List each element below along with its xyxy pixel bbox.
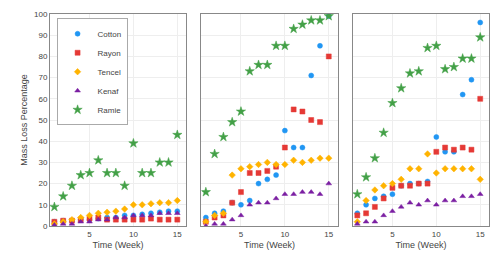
svg-text:5: 5 bbox=[87, 230, 92, 239]
svg-text:50: 50 bbox=[38, 116, 47, 125]
svg-text:90: 90 bbox=[38, 31, 47, 40]
svg-text:Time (Week): Time (Week) bbox=[395, 240, 446, 250]
svg-text:15: 15 bbox=[173, 230, 182, 239]
svg-text:10: 10 bbox=[432, 230, 441, 239]
svg-text:Time (Week): Time (Week) bbox=[244, 240, 295, 250]
svg-text:20: 20 bbox=[38, 179, 47, 188]
svg-text:30: 30 bbox=[38, 158, 47, 167]
svg-text:0: 0 bbox=[43, 222, 48, 231]
svg-text:Tencel: Tencel bbox=[98, 68, 121, 77]
svg-text:15: 15 bbox=[476, 230, 485, 239]
svg-text:Cotton: Cotton bbox=[98, 30, 122, 39]
svg-text:Time (Week): Time (Week) bbox=[93, 240, 144, 250]
svg-text:5: 5 bbox=[239, 230, 244, 239]
svg-text:10: 10 bbox=[129, 230, 138, 239]
svg-text:10: 10 bbox=[38, 201, 47, 210]
svg-text:70: 70 bbox=[38, 73, 47, 82]
svg-text:Mass Loss Percentage: Mass Loss Percentage bbox=[19, 74, 29, 166]
svg-text:80: 80 bbox=[38, 52, 47, 61]
svg-text:Ramie: Ramie bbox=[98, 106, 122, 115]
svg-text:40: 40 bbox=[38, 137, 47, 146]
svg-text:Kenaf: Kenaf bbox=[98, 87, 120, 96]
svg-text:10: 10 bbox=[280, 230, 289, 239]
svg-text:Rayon: Rayon bbox=[98, 49, 121, 58]
svg-text:100: 100 bbox=[34, 10, 48, 19]
svg-text:60: 60 bbox=[38, 95, 47, 104]
svg-text:15: 15 bbox=[324, 230, 333, 239]
svg-text:5: 5 bbox=[390, 230, 395, 239]
